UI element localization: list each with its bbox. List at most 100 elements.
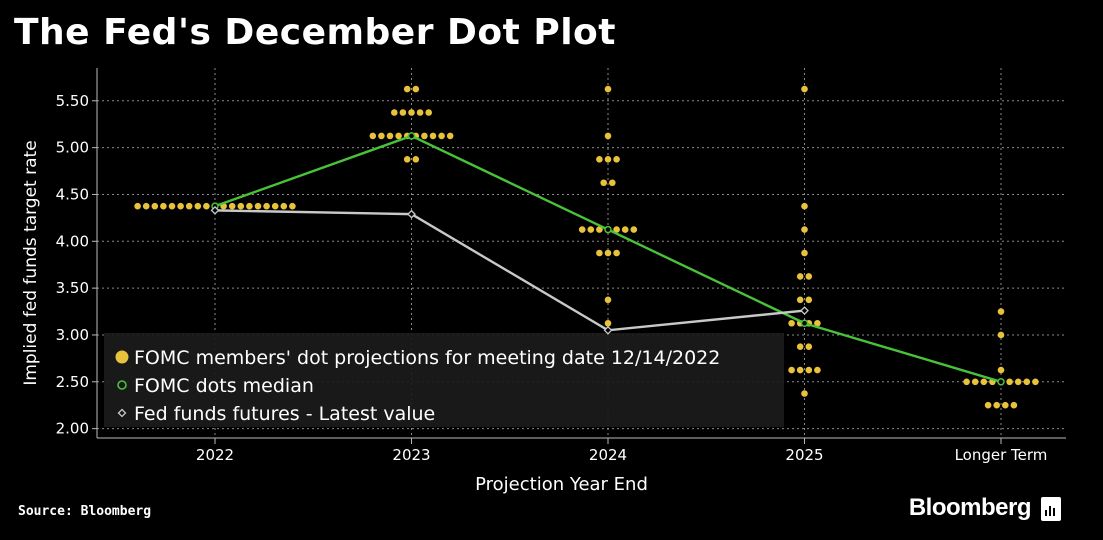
fomc-dot <box>421 132 428 140</box>
fomc-dot <box>600 179 607 187</box>
source-note: Source: Bloomberg <box>18 504 152 519</box>
legend-label: FOMC dots median <box>134 375 314 397</box>
chart-title: The Fed's December Dot Plot <box>14 12 616 53</box>
fomc-dot <box>412 85 420 93</box>
fomc-dot <box>271 202 279 210</box>
fomc-dot <box>228 202 236 210</box>
fomc-dot <box>997 308 1005 315</box>
fomc-dot <box>604 156 612 163</box>
fomc-dot <box>604 319 612 327</box>
fomc-dot <box>788 366 795 374</box>
fomc-dot <box>993 401 1000 409</box>
fomc-dot <box>254 202 262 210</box>
x-axis-title: Projection Year End <box>475 474 648 495</box>
fomc-dot <box>1002 401 1009 409</box>
fomc-dot <box>403 156 411 163</box>
fomc-dot <box>391 109 398 116</box>
fomc-dot <box>378 132 385 140</box>
fomc-dot <box>578 226 586 233</box>
fomc-dot <box>386 132 394 140</box>
fomc-dot <box>621 226 629 233</box>
fomc-dot <box>805 343 813 350</box>
y-axis-title: Implied fed funds target rate <box>21 140 41 385</box>
fomc-dot <box>613 156 620 163</box>
fomc-dot <box>194 202 202 210</box>
y-tick-label: 3.00 <box>56 326 89 344</box>
y-tick-label: 2.00 <box>56 420 89 438</box>
fomc-dot <box>1032 378 1039 386</box>
fomc-dot <box>613 249 620 257</box>
fomc-dot <box>801 390 808 397</box>
fomc-dot <box>280 202 288 210</box>
futures-marker <box>407 209 416 219</box>
fomc-dot <box>796 296 804 304</box>
fomc-dot <box>412 156 420 163</box>
y-tick-label: 3.50 <box>56 279 89 297</box>
fomc-dot <box>596 249 603 257</box>
fomc-dot <box>1006 378 1013 386</box>
fomc-dot <box>142 202 150 210</box>
fomc-dot <box>796 273 804 280</box>
x-tick-label: 2025 <box>785 446 823 464</box>
futures-marker <box>603 325 613 335</box>
fomc-dot <box>997 331 1005 339</box>
fomc-dot <box>604 85 612 93</box>
x-tick-label: 2023 <box>392 446 430 464</box>
y-tick-label: 4.00 <box>56 232 89 250</box>
futures-marker <box>210 205 220 215</box>
fomc-dot <box>980 378 988 386</box>
fomc-dot <box>263 202 270 210</box>
fomc-dot <box>1014 378 1022 386</box>
fomc-dot <box>289 202 296 210</box>
median-marker <box>997 378 1005 386</box>
fomc-dot <box>971 378 979 386</box>
fomc-dot <box>416 109 424 116</box>
fomc-dot <box>796 366 804 374</box>
x-tick-label: 2022 <box>196 446 234 464</box>
fomc-dot <box>399 109 407 116</box>
fomc-dot <box>134 202 141 210</box>
brand-logo-text: Bloomberg <box>908 494 1032 521</box>
fomc-dot <box>246 202 253 210</box>
fomc-dot <box>408 109 415 116</box>
fomc-dot <box>801 226 808 233</box>
fomc-dot <box>185 202 193 210</box>
fomc-dot <box>613 226 620 233</box>
fomc-dot <box>984 401 992 409</box>
futures-line <box>214 209 805 332</box>
bloomberg-logo-icon <box>1041 497 1061 521</box>
fomc-dot <box>801 249 808 257</box>
fomc-dot <box>801 85 808 93</box>
fomc-dot <box>604 296 612 304</box>
median-marker <box>800 319 809 328</box>
median-marker <box>604 225 612 234</box>
legend-box <box>104 333 784 427</box>
legend-dot-marker <box>115 350 129 364</box>
y-tick-label: 5.50 <box>56 92 89 110</box>
fomc-dot <box>425 109 433 116</box>
fomc-dot <box>587 226 595 233</box>
x-tick-label: 2024 <box>589 446 627 464</box>
fomc-dot <box>630 226 638 233</box>
legend-label: FOMC members' dot projections for meetin… <box>134 347 720 369</box>
fomc-dot <box>604 249 612 257</box>
fomc-dot <box>814 319 821 327</box>
fomc-dot <box>369 132 377 140</box>
fomc-dot <box>788 319 795 327</box>
legend-diamond-marker <box>117 408 127 418</box>
legend-label: Fed funds futures - Latest value <box>134 403 435 425</box>
fomc-dot <box>438 132 445 140</box>
fomc-dot <box>805 366 813 374</box>
y-tick-label: 5.00 <box>56 139 89 157</box>
fomc-dot <box>1023 378 1031 386</box>
fomc-dot <box>963 378 970 386</box>
futures-marker <box>800 306 809 316</box>
fomc-dot <box>395 132 402 140</box>
fomc-dot <box>177 202 184 210</box>
fomc-dot <box>160 202 167 210</box>
fomc-dot <box>168 202 176 210</box>
fomc-dot <box>446 132 454 140</box>
fomc-dot <box>1010 401 1018 409</box>
fomc-dot <box>796 343 804 350</box>
